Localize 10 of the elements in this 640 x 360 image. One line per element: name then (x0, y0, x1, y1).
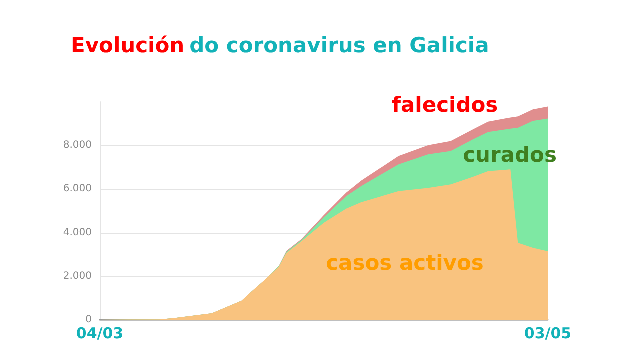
series-label: casos activos (326, 251, 484, 275)
series-label: falecidos (392, 93, 498, 117)
x-tick-label: 04/03 (76, 324, 124, 342)
y-tick-label: 6.000 (63, 184, 92, 195)
chart-title: Evolución do coronavirus en Galicia (71, 34, 490, 58)
y-tick-label: 8.000 (63, 140, 92, 152)
y-tick-label: 0 (86, 314, 92, 326)
y-tick-label: 2.000 (63, 270, 92, 282)
y-tick-label: 4.000 (63, 227, 92, 238)
x-tick-label: 03/05 (524, 324, 572, 342)
